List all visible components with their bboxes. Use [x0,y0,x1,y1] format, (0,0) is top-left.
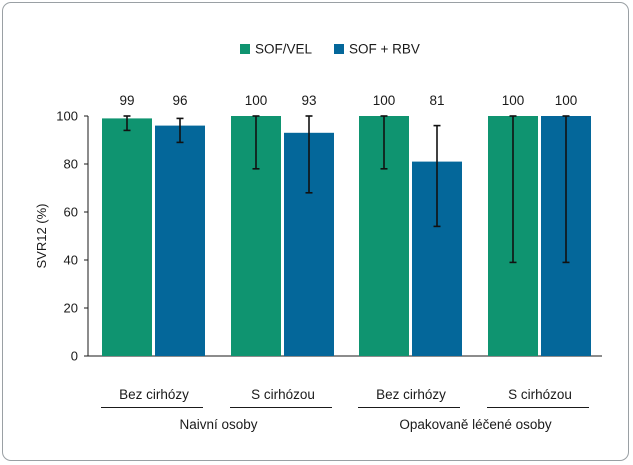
category-label: Bez cirhózy [376,387,446,402]
legend: SOF/VEL SOF + RBV [240,42,420,57]
data-label: 81 [429,93,444,108]
y-tick-label: 100 [56,109,78,124]
legend-swatch-sof-vel [240,44,250,54]
bars [102,116,591,357]
data-label: 100 [502,93,525,108]
y-tick-label: 40 [64,253,78,268]
category-label: Bez cirhózy [119,387,189,402]
bar [155,125,205,356]
data-labels: 99 100 100 100 96 93 81 100 [119,93,577,108]
category-label: S cirhózou [251,387,315,402]
legend-label-sof-rbv: SOF + RBV [349,42,420,57]
data-label: 100 [555,93,578,108]
data-label: 93 [301,93,316,108]
error-bars [123,115,570,264]
y-tick-label: 0 [71,349,78,364]
data-label: 100 [373,93,396,108]
category-label: S cirhózou [508,387,572,402]
data-label: 100 [245,93,268,108]
y-tick-label: 20 [64,301,78,316]
legend-label-sof-vel: SOF/VEL [255,42,313,57]
group-label: Naivní osoby [179,417,257,432]
y-ticks: 0 20 40 60 80 100 [56,109,88,364]
bar [102,118,152,357]
category-labels: Bez cirhózy S cirhózou Bez cirhózy S cirhóz… [101,387,589,432]
y-tick-label: 80 [64,157,78,172]
data-label: 96 [172,93,187,108]
data-label: 99 [119,93,134,108]
y-axis-title: SVR12 (%) [34,203,49,268]
legend-swatch-sof-rbv [334,44,344,54]
y-tick-label: 60 [64,205,78,220]
group-label: Opakovaně léčené osoby [399,417,552,432]
